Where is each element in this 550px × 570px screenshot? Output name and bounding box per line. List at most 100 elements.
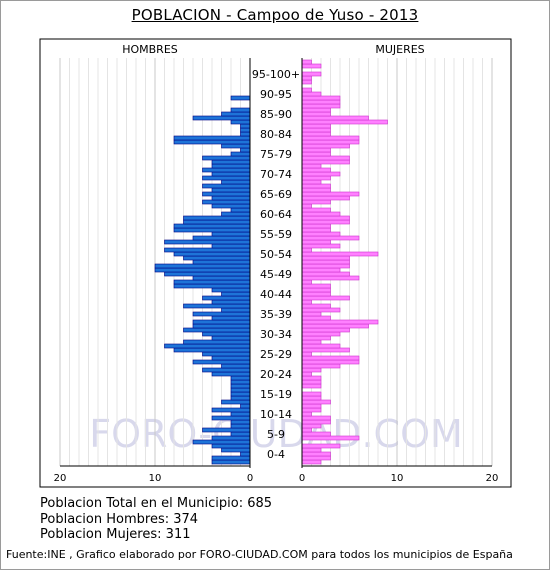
bar-hombres-age-23 [202,367,251,373]
bar-mujeres-age-69 [301,183,331,189]
bar-hombres-age-18 [230,387,251,393]
age-label-85-90: 85-90 [260,108,292,121]
bar-hombres-age-74 [211,163,251,169]
bar-mujeres-age-71 [301,175,331,181]
bar-hombres-age-78 [240,147,251,153]
bar-hombres-age-17 [230,391,251,397]
bar-mujeres-age-41 [301,295,350,301]
bar-hombres-age-79 [221,143,251,149]
bar-hombres-age-16 [230,395,251,401]
bar-hombres-age-45 [173,279,251,285]
age-label-75-79: 75-79 [260,148,292,161]
label-mujeres: MUJERES [375,43,424,56]
bar-mujeres-age-54 [301,243,341,249]
bar-hombres-age-34 [192,323,251,329]
bar-hombres-age-20 [230,379,251,385]
age-label-30-34: 30-34 [260,328,292,341]
label-hombres: HOMBRES [122,43,178,56]
bar-hombres-age-62 [221,211,251,217]
bar-mujeres-age-20 [301,379,322,385]
bar-hombres-age-85 [230,119,251,125]
bar-mujeres-age-57 [301,231,341,237]
bar-mujeres-age-66 [301,195,350,201]
bar-mujeres-age-87 [301,111,331,117]
age-label-20-24: 20-24 [260,368,292,381]
watermark: FORO-CIUDAD.COM [89,412,463,456]
bar-hombres-age-76 [202,155,251,161]
bar-hombres-age-24 [221,363,251,369]
bar-mujeres-age-12 [301,411,312,417]
bar-mujeres-age-9 [301,423,322,429]
women-population: Poblacion Mujeres: 311 [40,527,191,542]
bar-hombres-age-73 [202,167,251,173]
bar-mujeres-age-13 [301,407,322,413]
bar-mujeres-age-16 [301,395,322,401]
bar-hombres-age-81 [173,135,251,141]
bar-hombres-age-68 [211,187,251,193]
women-value: 311 [165,527,191,542]
bar-mujeres-age-93 [301,87,312,93]
bar-mujeres-age-43 [301,287,331,293]
bar-hombres-age-56 [192,235,251,241]
bar-mujeres-age-67 [301,191,360,197]
bar-hombres-age-60 [183,219,251,225]
bar-hombres-age-12 [230,411,251,417]
age-label-65-69: 65-69 [260,188,292,201]
bar-mujeres-age-3 [301,447,322,453]
bar-mujeres-age-24 [301,363,341,369]
age-label-60-64: 60-64 [260,208,292,221]
pyramid-plot: FORO-CIUDAD.COM HOMBRES MUJERES 0-4 5-9 10-14… [39,38,512,488]
bar-hombres-age-32 [202,331,251,337]
bar-hombres-age-88 [230,107,251,113]
bar-mujeres-age-4 [301,443,341,449]
x-tick-label: 10 [391,473,404,484]
bar-mujeres-age-45 [301,279,312,285]
bar-hombres-age-40 [211,299,251,305]
bar-hombres-age-14 [240,403,251,409]
age-label-25-29: 25-29 [260,348,292,361]
total-label: Poblacion Total en el Municipio: [40,496,244,511]
bar-mujeres-age-91 [301,95,341,101]
bar-hombres-age-57 [211,231,251,237]
bar-hombres-age-64 [211,203,251,209]
bar-hombres-age-82 [240,131,251,137]
bar-hombres-age-15 [221,399,251,405]
age-label-70-74: 70-74 [260,168,292,181]
bar-hombres-age-61 [183,215,251,221]
bar-hombres-age-11 [211,415,251,421]
bar-hombres-age-30 [183,339,251,345]
bar-hombres-age-3 [221,447,251,453]
bar-mujeres-age-77 [301,151,331,157]
bar-hombres-age-83 [240,127,251,133]
bar-mujeres-age-80 [301,139,360,145]
x-tick-label: 20 [486,473,499,484]
bar-mujeres-age-55 [301,239,331,245]
bar-hombres-age-37 [192,311,251,317]
bar-mujeres-age-29 [301,343,341,349]
bar-hombres-age-54 [211,243,251,249]
men-label: Poblacion Hombres: [40,512,170,527]
bar-hombres-age-29 [164,343,251,349]
bar-hombres-age-38 [221,307,251,313]
bar-mujeres-age-61 [301,215,350,221]
bar-mujeres-age-32 [301,331,341,337]
x-tick-label: 20 [54,473,67,484]
bar-mujeres-age-36 [301,315,331,321]
bar-hombres-age-7 [230,431,251,437]
bar-hombres-age-27 [202,351,251,357]
bar-mujeres-age-1 [301,455,331,461]
bar-mujeres-age-73 [301,167,331,173]
bar-mujeres-age-85 [301,119,388,125]
source-note: Fuente:INE , Grafico elaborado por FORO-… [6,548,513,561]
bar-mujeres-age-68 [301,187,331,193]
bar-mujeres-age-63 [301,207,331,213]
bar-hombres-age-71 [202,175,251,181]
bar-mujeres-age-65 [301,199,331,205]
bar-hombres-age-6 [211,435,251,441]
bar-hombres-age-36 [211,315,251,321]
bar-mujeres-age-39 [301,303,331,309]
bar-mujeres-age-53 [301,247,312,253]
age-label-50-54: 50-54 [260,248,292,261]
bar-mujeres-age-44 [301,283,331,289]
bar-mujeres-age-95 [301,79,312,85]
